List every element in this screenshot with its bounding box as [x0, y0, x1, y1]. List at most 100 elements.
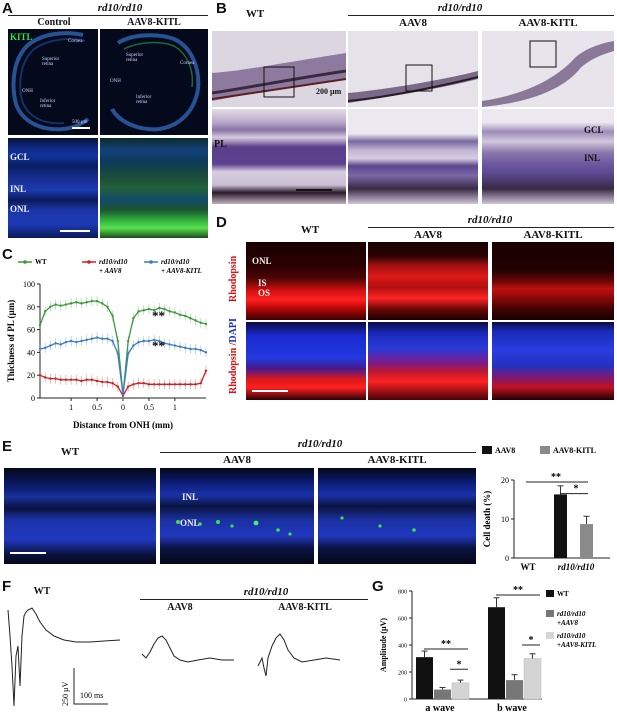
legend-label: AAV8-KITL — [553, 446, 596, 455]
bar — [506, 680, 523, 699]
layer-label-os: OS — [258, 288, 271, 298]
panel-b-rule — [348, 15, 614, 16]
panel-label-c: C — [2, 246, 13, 263]
erg-trace-kitl — [257, 633, 341, 677]
series-line — [39, 336, 207, 395]
layer-label-inl: INL — [584, 153, 601, 163]
y-tick-label: 0 — [404, 698, 407, 704]
scale-bar — [72, 127, 90, 129]
panel-label-b: B — [216, 0, 227, 17]
x-tick-label: 1 — [69, 403, 73, 412]
panel-b-col-aav8kitl: AAV8-KITL — [518, 17, 578, 29]
rhodopsin-label: Rhodopsin / — [228, 342, 239, 394]
panel-e-axes: 0 10 20 Cell death (%) WT rd10/rd10 — [482, 476, 610, 572]
y-tick-label: 10 — [501, 515, 509, 524]
pl-label: PL — [214, 139, 227, 150]
panel-d-col-aav8: AAV8 — [414, 229, 442, 241]
significance-marker: ** — [551, 472, 561, 483]
bar — [580, 524, 593, 558]
x-tick-label: 1 — [173, 403, 177, 412]
panel-d-wt-merge — [246, 322, 366, 400]
panel-a-kitl-image: Superior retina ONH Cornea Inferior reti… — [100, 29, 208, 135]
bar — [488, 607, 505, 699]
panel-b-col-wt: WT — [245, 8, 265, 20]
panel-b-aav8-low — [348, 31, 478, 107]
series-line — [39, 300, 207, 395]
y-tick-label: 20 — [27, 371, 35, 380]
y-tick-label: 20 — [501, 476, 509, 485]
control-retina-whole-mount — [11, 31, 90, 132]
dapi-label: DAPI — [228, 318, 239, 343]
bar — [554, 494, 567, 558]
panel-e-kitl — [318, 468, 476, 564]
panel-b-wt-low: 200 µm — [212, 31, 346, 107]
panel-b-header: rd10/rd10 — [437, 2, 483, 14]
legend-label-line: + AAV8 — [99, 267, 122, 275]
onh-label: ONH — [110, 79, 121, 84]
bar — [416, 657, 433, 699]
erg-scale-bar — [73, 668, 108, 705]
panel-label-g: G — [372, 578, 384, 595]
kitl-retina-section-low-mag — [482, 40, 614, 107]
erg-trace-wt — [7, 607, 121, 707]
scale-label: 200 µm — [316, 87, 342, 96]
panel-g-bars: ****** — [416, 585, 542, 700]
erg-trace-aav8 — [141, 635, 234, 663]
panel-d-col-aav8kitl: AAV8-KITL — [523, 229, 583, 241]
panel-e-col-aav8kitl: AAV8-KITL — [367, 454, 427, 466]
superior-retina-label: Superior retina — [42, 57, 60, 67]
bar — [523, 658, 542, 700]
y-axis-title: Thickness of PL (µm) — [6, 300, 16, 382]
cornea-label: Cornea — [180, 61, 195, 66]
panel-e-col-wt: WT — [60, 446, 80, 458]
significance-marker: * — [529, 635, 534, 646]
inferior-retina-label: Inferior retina — [136, 95, 152, 105]
panel-f-col-aav8kitl: AAV8-KITL — [278, 602, 332, 613]
y-tick-label: 0 — [31, 394, 35, 403]
y-tick-label: 40 — [27, 348, 35, 357]
panel-f-col-aav8: AAV8 — [167, 602, 193, 613]
legend-label-line: rd10/rd10 — [557, 610, 586, 618]
panel-d-kitl-merge — [492, 322, 614, 400]
rhodopsin-row-label: Rhodopsin — [228, 255, 239, 302]
legend-label-line: WT — [557, 590, 569, 598]
panel-e-col-aav8: AAV8 — [223, 454, 251, 466]
kitl-retina-whole-mount — [110, 33, 201, 132]
panel-c-series — [38, 296, 208, 401]
x-tick-label: 0.5 — [92, 403, 102, 412]
scale-bar — [60, 230, 90, 232]
legend-marker — [149, 260, 153, 264]
significance-marker-1: ** — [152, 308, 165, 323]
panel-e-aav8 — [160, 468, 314, 564]
legend-label: rd10/rd10 + AAV8-KITL — [161, 258, 202, 275]
layer-label-gcl: GCL — [584, 125, 604, 135]
panel-a-col-aav8kitl: AAV8-KITL — [127, 17, 181, 28]
legend-label-line: rd10/rd10 — [99, 258, 128, 266]
legend-label: WT — [557, 590, 569, 598]
legend-swatch — [546, 590, 554, 597]
legend-label: rd10/rd10 + AAV8 — [99, 258, 128, 275]
wt-retina-section-low-mag — [212, 53, 346, 101]
panel-e-bars: *** — [526, 472, 593, 558]
significance-marker: * — [457, 659, 462, 670]
inferior-retina-label: Inferior retina — [40, 99, 56, 109]
legend-label-line: +AAV8 — [557, 619, 578, 627]
panel-d-col-wt: WT — [300, 224, 320, 236]
legend-label: rd10/rd10 +AAV8 — [557, 610, 586, 627]
legend-label-line: WT — [35, 258, 47, 266]
panel-label-f: F — [2, 578, 12, 595]
x-tick-label: WT — [520, 562, 535, 572]
panel-label-e: E — [2, 438, 13, 455]
panel-e-header: rd10/rd10 — [297, 438, 343, 450]
significance-marker: ** — [441, 639, 451, 650]
panel-e-rule — [160, 452, 476, 453]
legend-label-line: + AAV8-KITL — [161, 267, 202, 275]
panel-d-kitl-rhodopsin — [492, 242, 614, 320]
legend-label: WT — [35, 258, 47, 266]
y-tick-label: 400 — [398, 644, 407, 650]
legend-swatch — [546, 610, 554, 617]
x-tick-label: 0.5 — [144, 403, 154, 412]
